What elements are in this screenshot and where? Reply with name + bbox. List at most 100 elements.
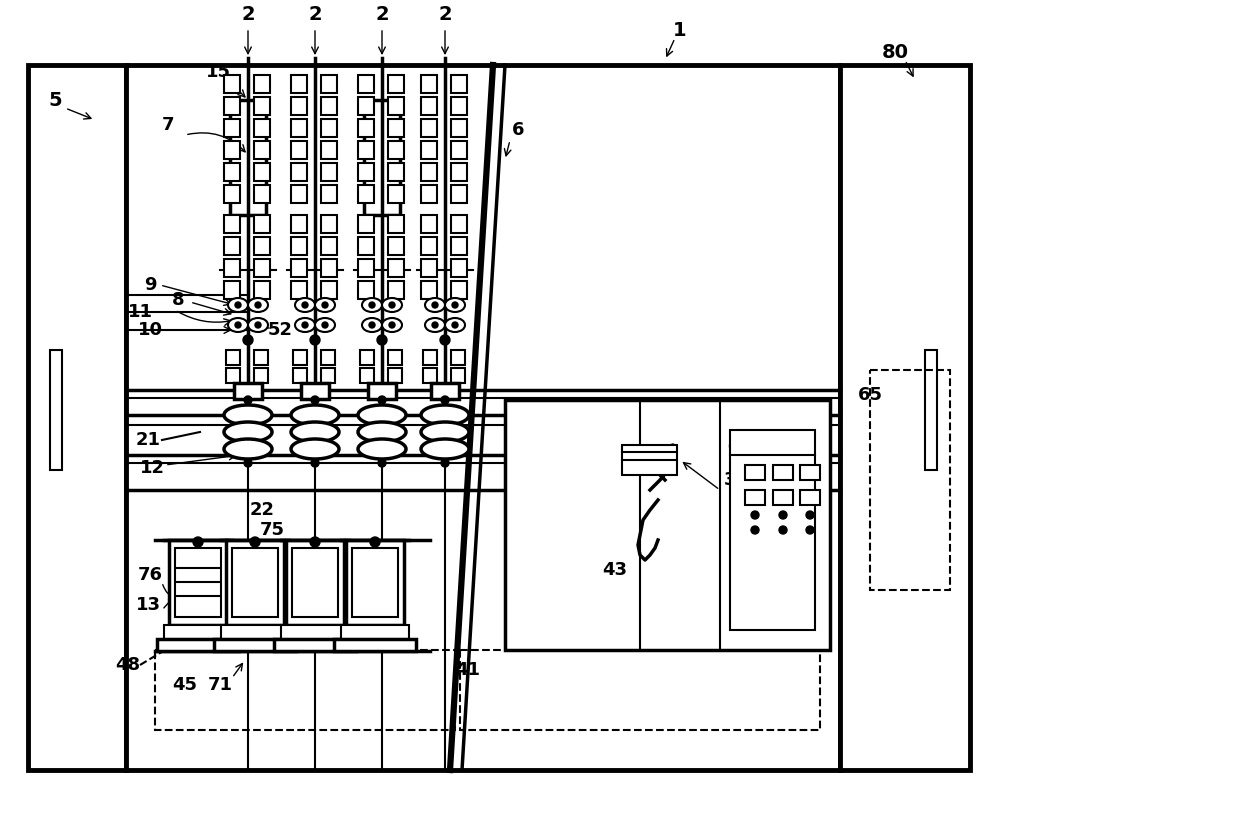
Bar (291, 259, 308, 277)
Circle shape (389, 302, 396, 308)
Bar (388, 281, 404, 299)
Bar (291, 281, 308, 299)
Bar (365, 100, 401, 215)
Bar (388, 141, 404, 159)
Circle shape (244, 396, 252, 404)
Bar (254, 119, 270, 137)
Bar (352, 548, 398, 617)
Ellipse shape (358, 422, 405, 442)
Bar (254, 259, 270, 277)
Bar (451, 215, 467, 233)
Text: 44: 44 (728, 436, 753, 454)
Bar (254, 141, 270, 159)
Bar (505, 400, 830, 650)
Text: 2: 2 (438, 6, 451, 24)
Bar (925, 350, 937, 470)
Bar (321, 281, 337, 299)
Circle shape (243, 335, 253, 345)
Bar (224, 97, 241, 115)
Ellipse shape (295, 318, 315, 332)
Bar (224, 141, 241, 159)
Circle shape (453, 302, 458, 308)
Ellipse shape (224, 439, 272, 459)
Bar (451, 350, 465, 365)
Bar (254, 237, 270, 255)
Bar (291, 237, 308, 255)
Bar (281, 625, 348, 639)
Bar (730, 430, 815, 630)
Bar (254, 185, 270, 203)
Ellipse shape (422, 422, 469, 442)
Bar (321, 119, 337, 137)
Text: 11: 11 (128, 303, 153, 321)
Bar (321, 163, 337, 181)
Circle shape (432, 302, 438, 308)
Bar (321, 215, 337, 233)
Bar (423, 350, 436, 365)
Bar (334, 639, 415, 651)
Bar (254, 163, 270, 181)
Bar (451, 368, 465, 383)
Bar (388, 368, 402, 383)
Ellipse shape (228, 318, 248, 332)
Bar (321, 237, 337, 255)
Text: 9: 9 (144, 276, 156, 294)
Bar (451, 119, 467, 137)
Text: 43: 43 (603, 561, 627, 579)
Circle shape (311, 459, 319, 467)
Bar (745, 490, 765, 505)
Text: 7: 7 (161, 116, 175, 134)
Ellipse shape (291, 405, 339, 425)
Bar (388, 215, 404, 233)
Circle shape (432, 322, 438, 328)
Text: 1: 1 (673, 20, 687, 39)
Circle shape (779, 526, 787, 534)
Text: 3: 3 (724, 471, 737, 489)
Bar (358, 163, 374, 181)
Text: 52: 52 (268, 321, 293, 339)
Ellipse shape (358, 439, 405, 459)
Bar (232, 548, 278, 617)
Bar (800, 490, 820, 505)
Bar (358, 97, 374, 115)
Bar (226, 350, 241, 365)
Ellipse shape (248, 298, 268, 312)
Bar (221, 625, 289, 639)
Bar (422, 215, 436, 233)
Bar (224, 215, 241, 233)
Ellipse shape (291, 439, 339, 459)
Bar (358, 75, 374, 93)
Circle shape (193, 537, 203, 547)
Bar (358, 281, 374, 299)
Bar (291, 119, 308, 137)
Text: 80: 80 (882, 42, 909, 61)
Circle shape (751, 526, 759, 534)
Bar (422, 259, 436, 277)
Bar (422, 119, 436, 137)
Ellipse shape (422, 405, 469, 425)
Ellipse shape (228, 298, 248, 312)
Circle shape (441, 459, 449, 467)
Text: 12: 12 (139, 459, 165, 477)
Bar (254, 97, 270, 115)
Circle shape (236, 322, 241, 328)
Circle shape (440, 335, 450, 345)
Bar (175, 548, 221, 617)
Bar (321, 259, 337, 277)
Bar (622, 445, 677, 475)
Bar (773, 490, 794, 505)
Bar (451, 259, 467, 277)
Bar (451, 75, 467, 93)
Circle shape (311, 396, 319, 404)
Text: 8: 8 (171, 291, 185, 309)
Text: 6: 6 (512, 121, 525, 139)
Bar (358, 119, 374, 137)
Bar (800, 465, 820, 480)
Bar (286, 540, 343, 625)
Bar (321, 141, 337, 159)
Bar (451, 163, 467, 181)
Bar (388, 185, 404, 203)
Bar (388, 119, 404, 137)
Circle shape (370, 322, 374, 328)
Bar (358, 141, 374, 159)
